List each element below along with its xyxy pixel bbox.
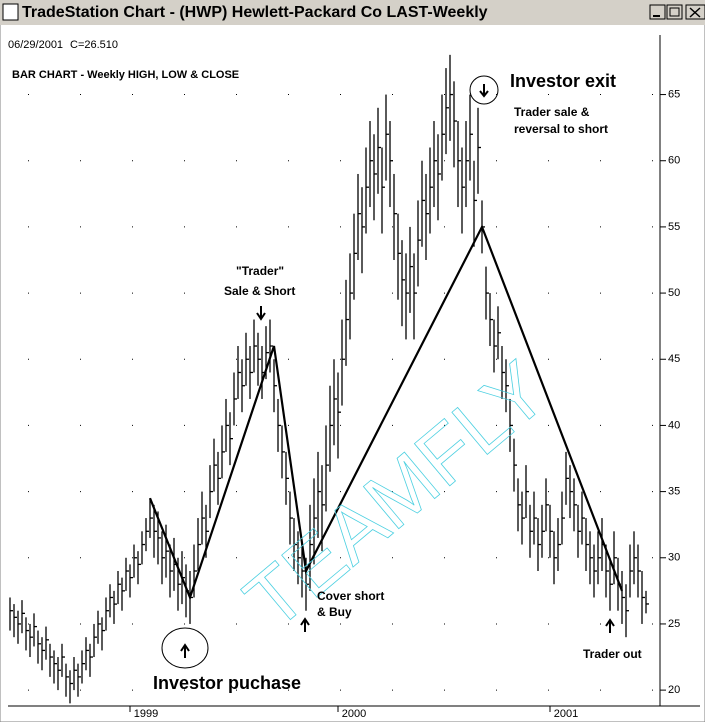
plot: 20 25 30 35 40 45 50 55 60 65 1999 2000 2001 xyxy=(8,35,700,720)
purchase-circle xyxy=(161,627,209,669)
arrow-up xyxy=(180,643,190,658)
arrow-down xyxy=(256,306,266,321)
trend-line xyxy=(148,224,624,601)
arrow-down xyxy=(479,84,489,98)
y-tick-label: 50 xyxy=(668,287,680,299)
maximize-button[interactable] xyxy=(666,4,683,20)
window-title: TradeStation Chart - (HWP) Hewlett-Packa… xyxy=(22,4,488,21)
app-icon xyxy=(2,3,19,21)
annotation: Trader out xyxy=(583,647,642,661)
annotation: Cover short xyxy=(317,589,384,603)
annotation: & Buy xyxy=(317,605,352,619)
x-tick-label: 1999 xyxy=(134,708,158,720)
x-tick-label: 2000 xyxy=(342,708,366,720)
window-buttons[interactable] xyxy=(649,4,705,20)
y-tick-label: 20 xyxy=(668,684,680,696)
y-tick-label: 25 xyxy=(668,618,680,630)
y-tick-label: 55 xyxy=(668,221,680,233)
x-tick-label: 2001 xyxy=(554,708,578,720)
date-label: 06/29/2001 xyxy=(8,39,63,51)
y-tick-label: 30 xyxy=(668,552,680,564)
y-tick-label: 65 xyxy=(668,88,680,100)
exit-circle xyxy=(469,75,499,105)
annotation: Sale & Short xyxy=(224,284,295,298)
annotation: Investor exit xyxy=(510,71,616,91)
annotation: reversal to short xyxy=(514,122,608,136)
arrow-up xyxy=(300,617,310,632)
arrow-up xyxy=(605,618,615,633)
annotation: Investor puchase xyxy=(153,673,301,693)
y-tick-label: 45 xyxy=(668,353,680,365)
title-bar xyxy=(0,0,705,25)
close-label: C=26.510 xyxy=(70,39,118,51)
y-tick-label: 35 xyxy=(668,486,680,498)
close-icon xyxy=(689,7,701,18)
y-tick-label: 40 xyxy=(668,419,680,431)
annotation: Trader sale & xyxy=(514,105,590,119)
y-tick-label: 60 xyxy=(668,155,680,167)
annotation: "Trader" xyxy=(236,264,284,278)
chart-title: BAR CHART - Weekly HIGH, LOW & CLOSE xyxy=(12,69,239,81)
maximize-icon xyxy=(669,7,680,17)
